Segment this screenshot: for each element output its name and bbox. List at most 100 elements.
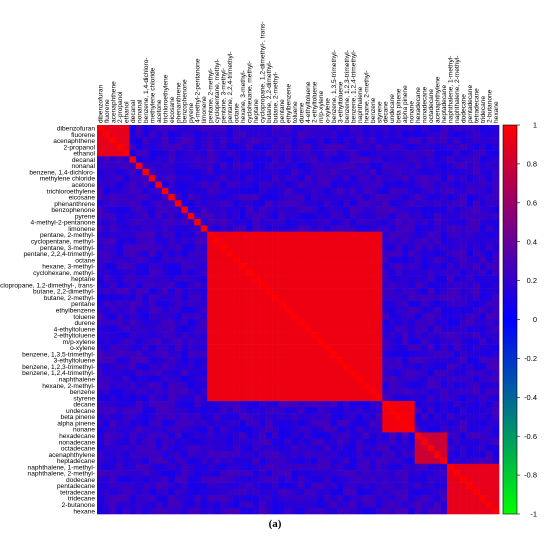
heatmap-cell bbox=[259, 250, 266, 258]
heatmap-cell bbox=[447, 476, 454, 483]
heatmap-cell bbox=[479, 413, 487, 421]
heatmap-cell bbox=[447, 338, 454, 345]
heatmap-cell bbox=[336, 344, 344, 352]
heatmap-cell bbox=[298, 313, 305, 320]
heatmap-cell bbox=[388, 388, 396, 396]
heatmap-cell bbox=[103, 501, 111, 509]
heatmap-cell bbox=[414, 482, 422, 490]
heatmap-cell bbox=[349, 225, 357, 232]
x-axis-label: cyclohexane, methyl- bbox=[247, 61, 254, 123]
heatmap-cell bbox=[453, 187, 461, 195]
heatmap-cell bbox=[317, 281, 325, 289]
heatmap-cell bbox=[213, 200, 221, 207]
heatmap-cell bbox=[473, 175, 480, 182]
heatmap-cell bbox=[466, 338, 474, 345]
heatmap-cell bbox=[440, 269, 448, 276]
heatmap-cell bbox=[109, 413, 117, 421]
heatmap-cell bbox=[473, 156, 480, 163]
heatmap-cell bbox=[285, 300, 292, 308]
heatmap-cell bbox=[259, 369, 266, 377]
heatmap-cell bbox=[447, 137, 454, 145]
heatmap-cell bbox=[181, 375, 189, 383]
heatmap-cell bbox=[434, 476, 441, 483]
heatmap-cell bbox=[142, 357, 150, 364]
heatmap-cell bbox=[213, 470, 221, 477]
heatmap-cell bbox=[479, 476, 487, 483]
heatmap-cell bbox=[226, 501, 234, 509]
heatmap-cell bbox=[155, 269, 163, 276]
heatmap-cell bbox=[220, 225, 227, 232]
heatmap-cell bbox=[213, 476, 221, 483]
heatmap-cell bbox=[362, 288, 370, 295]
heatmap-cell bbox=[200, 275, 208, 283]
heatmap-cell bbox=[135, 332, 143, 339]
heatmap-cell bbox=[265, 200, 273, 207]
heatmap-cell bbox=[246, 413, 253, 421]
heatmap-cell bbox=[181, 426, 189, 433]
heatmap-cell bbox=[109, 200, 117, 207]
heatmap-cell bbox=[207, 269, 215, 276]
y-axis-label: naphthalene bbox=[59, 377, 96, 384]
heatmap-cell bbox=[207, 131, 215, 138]
heatmap-cell bbox=[285, 444, 292, 452]
heatmap-cell bbox=[272, 200, 279, 207]
colorbar-tick-label: -0.4 bbox=[524, 393, 537, 402]
heatmap-cell bbox=[278, 438, 286, 446]
heatmap-cell bbox=[310, 501, 318, 509]
heatmap-cell bbox=[122, 451, 130, 458]
heatmap-cell bbox=[356, 131, 364, 138]
heatmap-cell bbox=[440, 369, 448, 377]
heatmap-cell bbox=[161, 187, 169, 195]
heatmap-cell bbox=[421, 263, 428, 270]
heatmap-cell bbox=[122, 187, 130, 195]
heatmap-cell bbox=[395, 438, 403, 446]
heatmap-cell bbox=[323, 413, 331, 421]
heatmap-cell bbox=[434, 288, 441, 295]
heatmap-cell bbox=[298, 419, 305, 427]
heatmap-cell bbox=[486, 457, 493, 465]
heatmap-cell bbox=[246, 332, 253, 339]
heatmap-cell bbox=[298, 263, 305, 270]
heatmap-cell bbox=[220, 237, 227, 245]
heatmap-cell bbox=[246, 231, 253, 239]
heatmap-cell bbox=[155, 281, 163, 289]
heatmap-cell bbox=[116, 426, 124, 433]
heatmap-cell bbox=[401, 244, 409, 251]
heatmap-cell bbox=[278, 150, 286, 157]
heatmap-cell bbox=[421, 244, 428, 251]
colorbar-tick-label: 0 bbox=[533, 315, 537, 324]
heatmap-cell bbox=[109, 501, 117, 509]
heatmap-cell bbox=[129, 281, 137, 289]
heatmap-cell bbox=[421, 375, 428, 383]
heatmap-cell bbox=[479, 294, 487, 301]
heatmap-cell bbox=[220, 244, 227, 251]
x-axis-label: 2-ethyltoluene bbox=[311, 81, 318, 123]
heatmap-cell bbox=[148, 338, 156, 345]
heatmap-cell bbox=[310, 319, 318, 327]
heatmap-cell bbox=[479, 131, 487, 138]
heatmap-cell bbox=[408, 338, 416, 345]
heatmap-cell bbox=[246, 300, 253, 308]
heatmap-cell bbox=[213, 507, 221, 515]
heatmap-cell bbox=[239, 344, 247, 352]
heatmap-cell bbox=[259, 344, 266, 352]
heatmap-cell bbox=[116, 394, 124, 402]
heatmap-cell bbox=[252, 256, 260, 264]
heatmap-cell bbox=[349, 426, 357, 433]
heatmap-cell bbox=[265, 187, 273, 195]
heatmap-cell bbox=[486, 501, 493, 509]
heatmap-cell bbox=[129, 206, 137, 214]
heatmap-cell bbox=[460, 451, 467, 458]
heatmap-cell bbox=[447, 194, 454, 201]
heatmap-cell bbox=[168, 168, 176, 176]
heatmap-cell bbox=[427, 495, 435, 502]
heatmap-cell bbox=[291, 388, 299, 396]
heatmap-cell bbox=[434, 125, 441, 132]
heatmap-cell bbox=[278, 131, 286, 138]
heatmap-cell bbox=[278, 363, 286, 370]
heatmap-cell bbox=[460, 200, 467, 207]
heatmap-cell bbox=[492, 300, 500, 308]
heatmap-cell bbox=[401, 350, 409, 358]
heatmap-cell bbox=[148, 269, 156, 276]
heatmap-cell bbox=[285, 206, 292, 214]
